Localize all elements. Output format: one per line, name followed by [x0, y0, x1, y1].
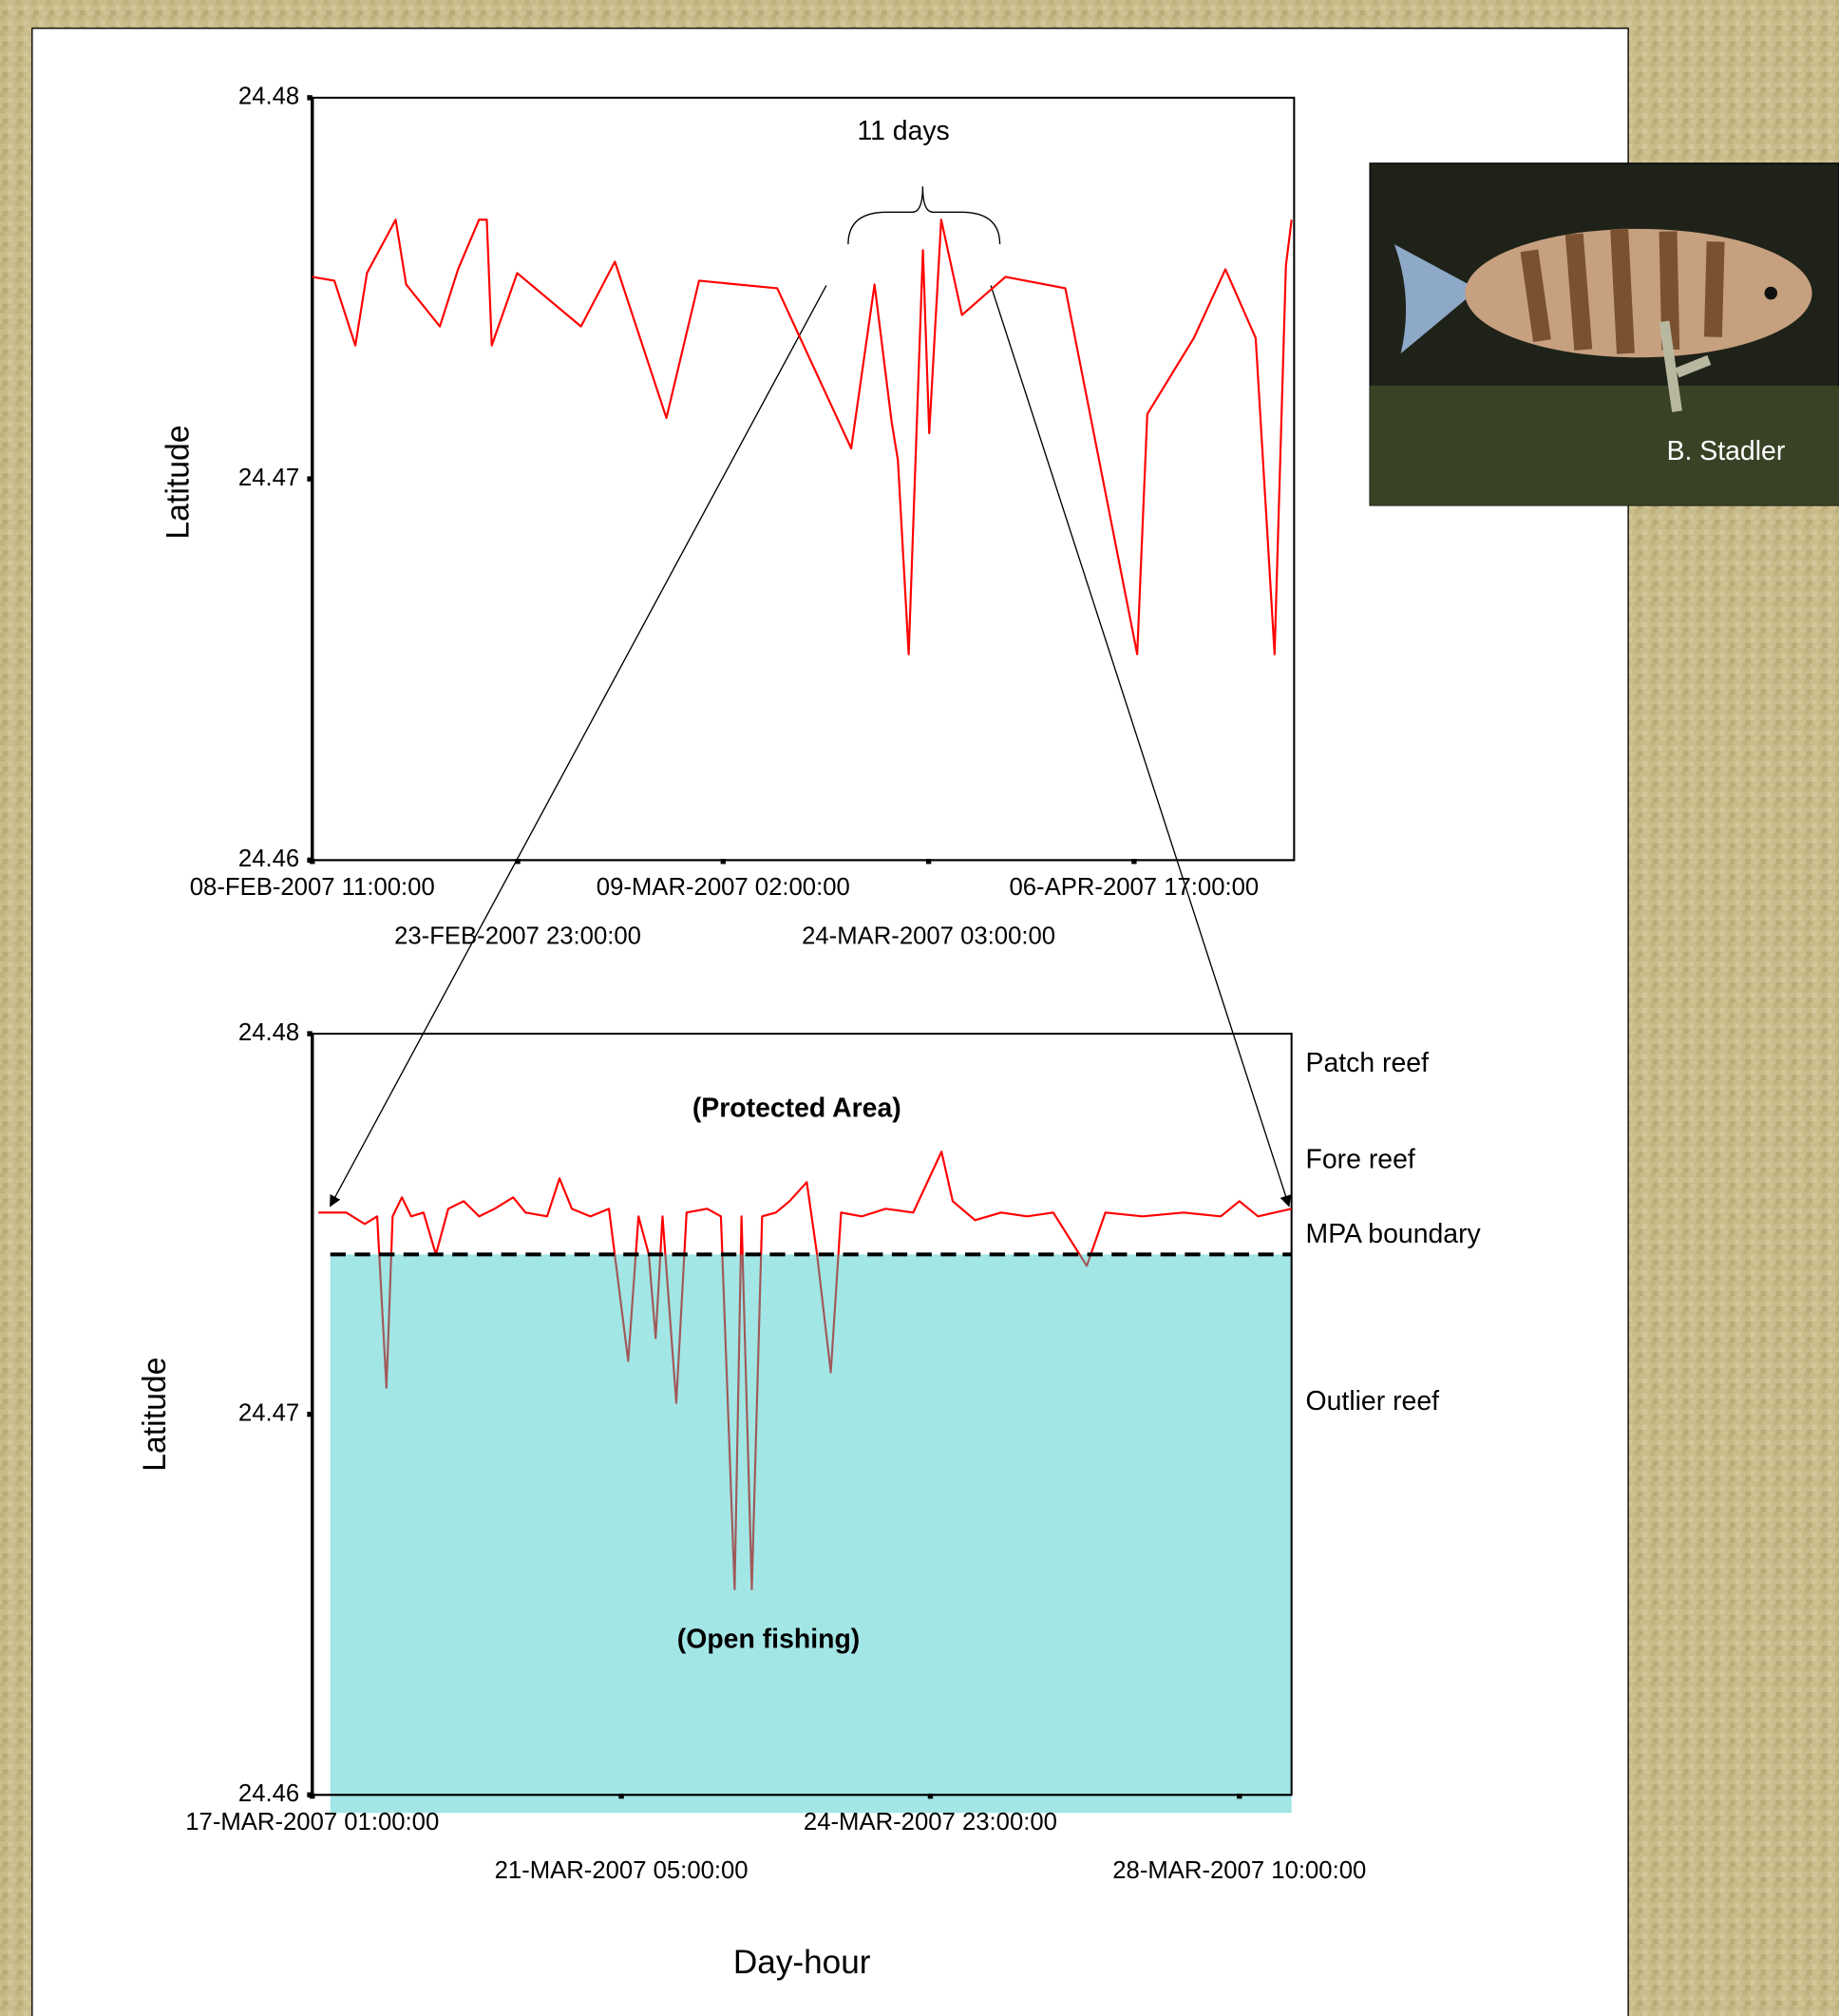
- x-tick: [1237, 1793, 1242, 1799]
- x-tick-label: 09-MAR-2007 02:00:00: [597, 874, 850, 901]
- x-tick: [1131, 859, 1137, 865]
- x-tick-label: 24-MAR-2007 03:00:00: [802, 922, 1055, 949]
- y-tick: [307, 1411, 313, 1417]
- annotation: (Open fishing): [677, 1624, 860, 1654]
- x-tick: [720, 859, 727, 865]
- photo: B. Stadler: [1369, 162, 1839, 506]
- data-line: [312, 219, 1293, 656]
- region-label: Patch reef: [1306, 1048, 1430, 1078]
- x-tick: [618, 1793, 624, 1799]
- x-tick-label: 28-MAR-2007 10:00:00: [1112, 1857, 1366, 1884]
- y-tick-label: 24.46: [238, 1780, 299, 1807]
- x-tick-label: 17-MAR-2007 01:00:00: [185, 1809, 439, 1835]
- x-tick: [515, 859, 521, 865]
- y-tick-label: 24.47: [238, 465, 299, 491]
- y-axis-label: Latitude: [137, 1357, 173, 1471]
- y-tick: [307, 95, 313, 101]
- y-tick-label: 24.48: [238, 1019, 299, 1046]
- y-tick-label: 24.47: [238, 1399, 299, 1426]
- x-tick: [927, 1793, 934, 1799]
- region-label: MPA boundary: [1306, 1219, 1482, 1249]
- x-tick: [925, 859, 932, 865]
- annotation: (Protected Area): [692, 1093, 901, 1123]
- x-tick-label: 23-FEB-2007 23:00:00: [394, 922, 641, 949]
- x-axis-label: Day-hour: [733, 1944, 871, 1981]
- brace: [847, 186, 1001, 245]
- x-tick: [310, 859, 315, 865]
- zoom-arrow: [330, 285, 827, 1208]
- chart: 24.46 24.47 24.48 08-FEB-2007 11:00:00 23-FE…: [160, 84, 1296, 949]
- chart: 24.46 24.47 24.48 17-MAR-2007 01:00:00 21-MA…: [137, 1019, 1482, 1981]
- x-tick-label: 21-MAR-2007 05:00:00: [495, 1857, 749, 1884]
- region-label: Fore reef: [1306, 1145, 1415, 1175]
- y-tick-label: 24.48: [238, 84, 299, 110]
- data-line: [318, 1151, 1292, 1590]
- photo-credit: B. Stadler: [1667, 436, 1786, 466]
- region-label: Outlier reef: [1306, 1386, 1440, 1417]
- y-tick: [307, 1031, 313, 1037]
- x-tick-label: 24-MAR-2007 23:00:00: [804, 1809, 1057, 1835]
- zoom-arrow: [990, 285, 1292, 1208]
- x-tick: [310, 1793, 315, 1799]
- x-tick-label: 08-FEB-2007 11:00:00: [190, 874, 435, 901]
- x-tick-label: 06-APR-2007 17:00:00: [1009, 874, 1259, 901]
- y-axis-label: Latitude: [160, 425, 196, 539]
- y-tick: [307, 476, 313, 482]
- open-fishing-area: [330, 1254, 1292, 1814]
- y-tick-label: 24.46: [238, 846, 299, 872]
- annotation: 11 days: [857, 116, 949, 146]
